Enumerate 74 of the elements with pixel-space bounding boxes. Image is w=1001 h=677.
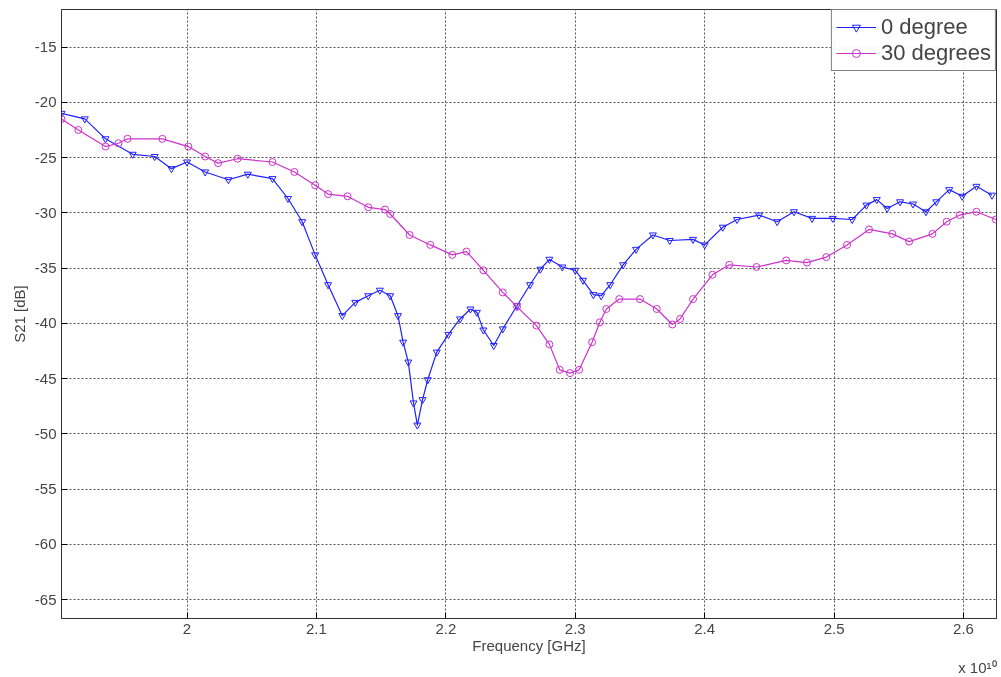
y-axis-title: S21 [dB] [10, 285, 28, 343]
x-tick-label: 2.4 [694, 619, 716, 637]
y-tick-label: -25 [34, 148, 57, 166]
x-tick-label: 2.1 [306, 619, 327, 637]
point [865, 225, 874, 234]
point [782, 256, 791, 265]
point [708, 270, 717, 279]
point [822, 253, 831, 262]
y-tick-label: -45 [34, 369, 57, 387]
y-tick-label: -35 [34, 259, 57, 277]
point [676, 314, 685, 323]
point [689, 295, 698, 304]
x-tick-label: 2 [182, 619, 192, 637]
point [725, 260, 734, 269]
point [311, 181, 320, 190]
point [888, 229, 897, 238]
point [843, 240, 852, 249]
point [158, 134, 167, 143]
legend-label: 0 degree [880, 14, 968, 40]
point [942, 217, 951, 226]
point [324, 190, 333, 199]
point [290, 167, 299, 176]
x-axis-title: Frequency [GHz] [472, 636, 586, 654]
point [233, 154, 242, 163]
x-tick-label: 2.5 [823, 619, 845, 637]
point [201, 152, 210, 161]
point [615, 295, 624, 304]
point [123, 134, 132, 143]
point [595, 318, 604, 327]
point [555, 365, 564, 374]
point [498, 288, 507, 297]
point [364, 203, 373, 212]
point [426, 240, 435, 249]
text: x 10¹⁰ [958, 658, 997, 676]
x-tick-label: 2.3 [564, 619, 586, 637]
y-tick-label: -40 [34, 314, 57, 332]
point [928, 229, 937, 238]
y-tick-label: -20 [34, 93, 57, 111]
x-tick-label: 2.2 [435, 619, 457, 637]
point [635, 295, 644, 304]
y-tick-label: -15 [34, 38, 57, 56]
point [545, 340, 554, 349]
point [343, 192, 352, 201]
point [405, 230, 414, 239]
point [101, 142, 110, 151]
y-tick-label: -65 [34, 590, 57, 608]
point [214, 159, 223, 168]
point [381, 205, 390, 214]
point [752, 263, 761, 272]
point [566, 369, 575, 378]
point [268, 158, 277, 167]
point [802, 258, 811, 267]
point [462, 247, 471, 256]
point [588, 338, 597, 347]
point [955, 211, 964, 220]
point [386, 209, 395, 218]
point [668, 320, 677, 329]
y-tick-label: -60 [34, 535, 57, 553]
point [575, 365, 584, 374]
point [532, 321, 541, 330]
point [972, 207, 981, 216]
point [74, 125, 83, 134]
y-tick-label: -50 [34, 424, 57, 442]
y-tick-label: -55 [34, 480, 57, 498]
point [448, 250, 457, 259]
point [479, 266, 488, 275]
y-tick-label: -30 [34, 203, 57, 221]
legend-label: 30 degrees [880, 40, 991, 66]
point [905, 237, 914, 246]
x-tick-label: 2.6 [953, 619, 974, 637]
point [114, 139, 123, 148]
point [184, 142, 193, 151]
point [652, 305, 661, 314]
point [602, 305, 611, 314]
